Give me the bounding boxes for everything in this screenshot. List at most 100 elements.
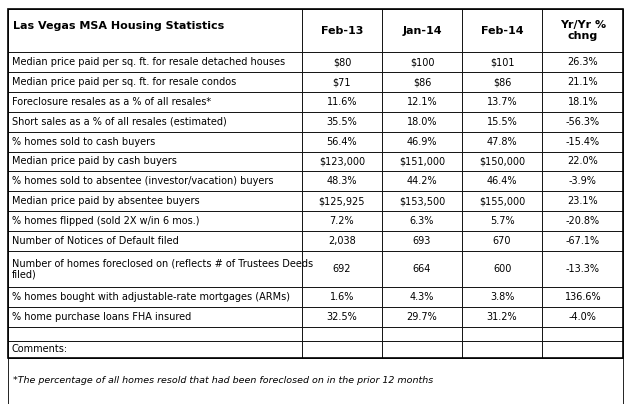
Bar <box>542 9 623 53</box>
Text: $86: $86 <box>493 77 511 87</box>
Text: Median price paid per sq. ft. for resale condos: Median price paid per sq. ft. for resale… <box>12 77 236 87</box>
Text: 692: 692 <box>333 264 351 274</box>
Bar <box>462 92 542 112</box>
Bar <box>542 287 623 307</box>
Text: -13.3%: -13.3% <box>566 264 600 274</box>
Bar <box>382 191 462 211</box>
Bar <box>302 9 382 53</box>
Text: $153,500: $153,500 <box>399 196 445 206</box>
Text: Feb-14: Feb-14 <box>481 26 524 36</box>
Text: -56.3%: -56.3% <box>566 117 600 127</box>
Bar <box>8 307 302 327</box>
Bar <box>8 9 623 358</box>
Bar <box>542 92 623 112</box>
Text: % home purchase loans FHA insured: % home purchase loans FHA insured <box>12 312 191 322</box>
Text: -15.4%: -15.4% <box>566 137 600 147</box>
Text: Jan-14: Jan-14 <box>402 26 442 36</box>
Bar <box>542 53 623 72</box>
Text: $80: $80 <box>333 57 351 67</box>
Bar <box>462 250 542 287</box>
Bar <box>8 341 302 358</box>
Bar <box>8 231 302 250</box>
Text: % homes sold to cash buyers: % homes sold to cash buyers <box>12 137 155 147</box>
Bar <box>302 92 382 112</box>
Bar <box>382 92 462 112</box>
Text: $155,000: $155,000 <box>479 196 525 206</box>
Bar <box>462 191 542 211</box>
Bar <box>382 307 462 327</box>
Text: 31.2%: 31.2% <box>487 312 517 322</box>
Bar <box>542 112 623 132</box>
Bar <box>382 9 462 53</box>
Text: 670: 670 <box>493 236 511 246</box>
Bar <box>8 191 302 211</box>
Bar <box>302 327 382 341</box>
Bar <box>382 152 462 171</box>
Text: Median price paid by cash buyers: Median price paid by cash buyers <box>12 156 177 166</box>
Bar <box>302 307 382 327</box>
Text: Number of Notices of Default filed: Number of Notices of Default filed <box>12 236 179 246</box>
Text: 35.5%: 35.5% <box>327 117 357 127</box>
Text: 26.3%: 26.3% <box>567 57 598 67</box>
Text: 29.7%: 29.7% <box>406 312 437 322</box>
Text: 693: 693 <box>413 236 431 246</box>
Bar <box>462 327 542 341</box>
Text: $150,000: $150,000 <box>479 156 525 166</box>
Text: 7.2%: 7.2% <box>329 216 354 226</box>
Text: Median price paid by absentee buyers: Median price paid by absentee buyers <box>12 196 199 206</box>
Bar <box>8 152 302 171</box>
Text: 18.0%: 18.0% <box>407 117 437 127</box>
Bar <box>462 72 542 92</box>
Text: 56.4%: 56.4% <box>327 137 357 147</box>
Text: Las Vegas MSA Housing Statistics: Las Vegas MSA Housing Statistics <box>13 21 224 31</box>
Bar <box>542 341 623 358</box>
Bar <box>8 72 302 92</box>
Text: -4.0%: -4.0% <box>569 312 597 322</box>
Bar <box>382 132 462 152</box>
Bar <box>302 152 382 171</box>
Bar <box>302 341 382 358</box>
Bar <box>542 327 623 341</box>
Bar <box>382 327 462 341</box>
Text: 32.5%: 32.5% <box>327 312 357 322</box>
Bar <box>302 250 382 287</box>
Bar <box>8 250 302 287</box>
Bar <box>302 132 382 152</box>
Text: 11.6%: 11.6% <box>327 97 357 107</box>
Bar <box>8 171 302 191</box>
Text: $101: $101 <box>490 57 514 67</box>
Text: % homes flipped (sold 2X w/in 6 mos.): % homes flipped (sold 2X w/in 6 mos.) <box>12 216 199 226</box>
Bar <box>302 171 382 191</box>
Bar <box>8 92 302 112</box>
Bar <box>8 132 302 152</box>
Bar <box>462 152 542 171</box>
Text: 15.5%: 15.5% <box>487 117 517 127</box>
Bar <box>462 9 542 53</box>
Text: Median price paid per sq. ft. for resale detached houses: Median price paid per sq. ft. for resale… <box>12 57 285 67</box>
Text: 21.1%: 21.1% <box>567 77 598 87</box>
Text: Feb-13: Feb-13 <box>321 26 363 36</box>
Text: 5.7%: 5.7% <box>490 216 514 226</box>
Bar <box>462 307 542 327</box>
Text: Number of homes foreclosed on (reflects # of Trustees Deeds
filed): Number of homes foreclosed on (reflects … <box>12 258 313 280</box>
Bar <box>8 112 302 132</box>
Text: 12.1%: 12.1% <box>407 97 437 107</box>
Bar <box>462 341 542 358</box>
Bar <box>462 132 542 152</box>
Bar <box>302 191 382 211</box>
Text: Short sales as a % of all resales (estimated): Short sales as a % of all resales (estim… <box>12 117 227 127</box>
Text: 47.8%: 47.8% <box>487 137 517 147</box>
Bar <box>8 358 623 404</box>
Bar <box>542 171 623 191</box>
Bar <box>302 112 382 132</box>
Text: 44.2%: 44.2% <box>407 176 437 186</box>
Bar <box>8 287 302 307</box>
Text: $71: $71 <box>333 77 351 87</box>
Text: 2,038: 2,038 <box>328 236 356 246</box>
Bar <box>8 211 302 231</box>
Bar <box>462 211 542 231</box>
Text: -67.1%: -67.1% <box>566 236 600 246</box>
Bar <box>382 72 462 92</box>
Bar <box>542 250 623 287</box>
Bar <box>8 53 302 72</box>
